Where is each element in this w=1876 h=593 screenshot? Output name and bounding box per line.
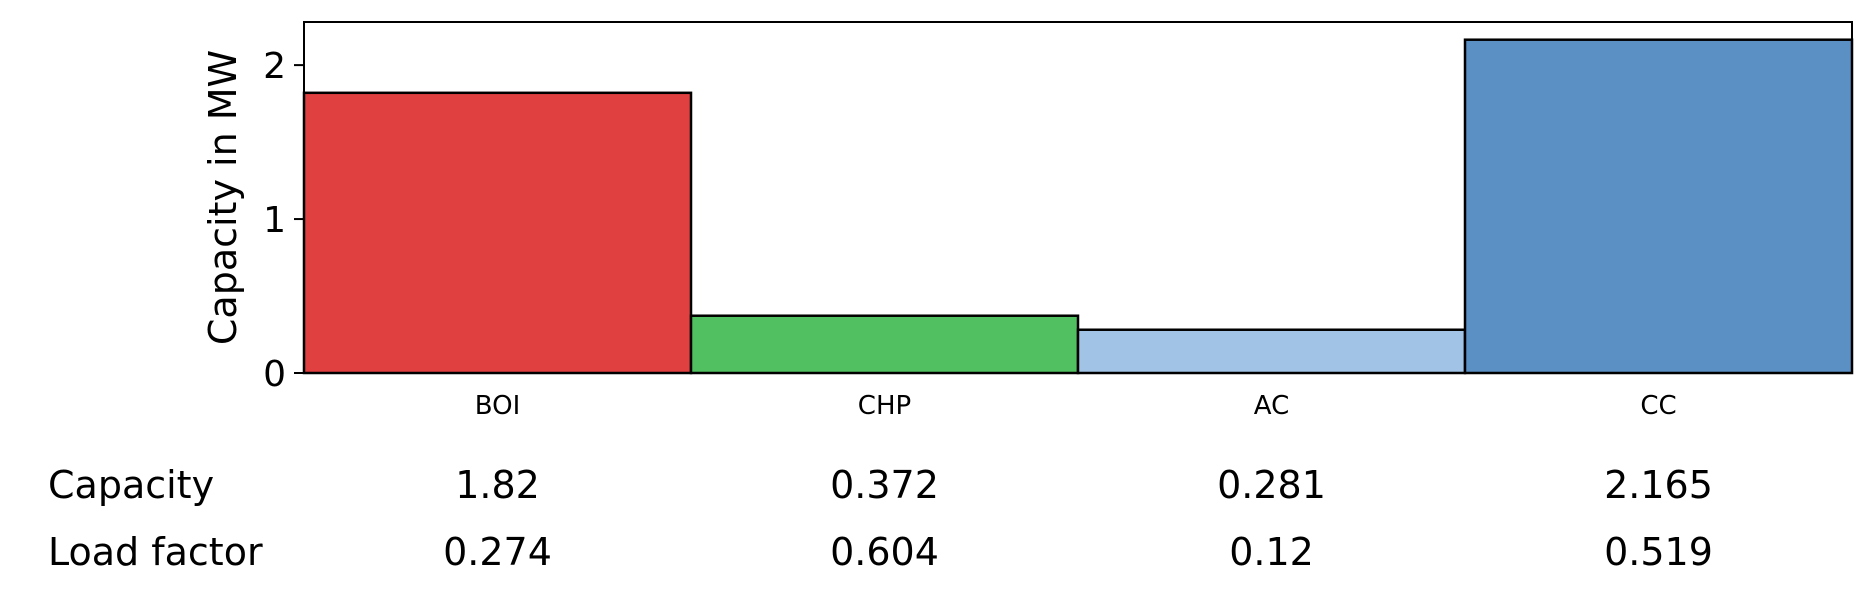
x-tick-label: BOI <box>475 391 521 421</box>
bars-group <box>302 38 1854 375</box>
data-table: Capacity 1.82 0.372 0.281 2.165 Load factor 0.… <box>48 463 1713 574</box>
table-cell: 0.12 <box>1229 530 1314 574</box>
bar-cc <box>1463 38 1854 375</box>
table-cell: 1.82 <box>455 463 540 507</box>
bar-chp <box>689 314 1080 375</box>
bar-boi <box>302 91 693 375</box>
y-axis-label: Capacity in MW <box>201 50 245 345</box>
table-cell: 0.281 <box>1217 463 1326 507</box>
table-cell: 2.165 <box>1604 463 1713 507</box>
y-tick-label: 2 <box>263 46 286 87</box>
x-tick-label: CHP <box>858 391 911 421</box>
table-cell: 0.372 <box>830 463 939 507</box>
x-tick-label: CC <box>1640 391 1676 421</box>
axes-frame <box>303 21 1853 374</box>
y-axis-ticks: 0 1 2 <box>263 46 304 395</box>
table-row-label: Capacity <box>48 463 214 507</box>
table-cell: 0.604 <box>830 530 939 574</box>
x-tick-label: AC <box>1254 391 1289 421</box>
y-tick-label: 1 <box>263 200 286 241</box>
table-cell: 0.274 <box>443 530 552 574</box>
bar-ac <box>1076 328 1467 375</box>
y-tick-label: 0 <box>263 354 286 395</box>
table-row-label: Load factor <box>48 530 263 574</box>
x-axis-ticks: BOI CHP AC CC <box>475 391 1677 421</box>
table-cell: 0.519 <box>1604 530 1713 574</box>
